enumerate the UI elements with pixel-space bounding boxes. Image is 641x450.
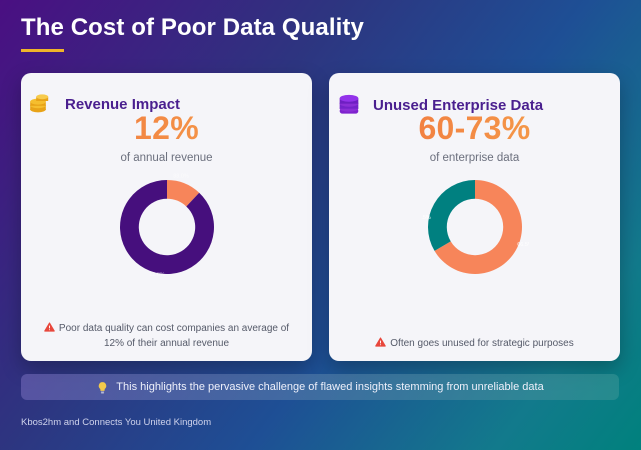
svg-text:33.5%: 33.5% [421,215,431,221]
svg-text:88.0%: 88.0% [173,173,189,179]
svg-text:66.5%: 66.5% [517,242,529,248]
svg-text:12.0%: 12.0% [149,272,165,278]
